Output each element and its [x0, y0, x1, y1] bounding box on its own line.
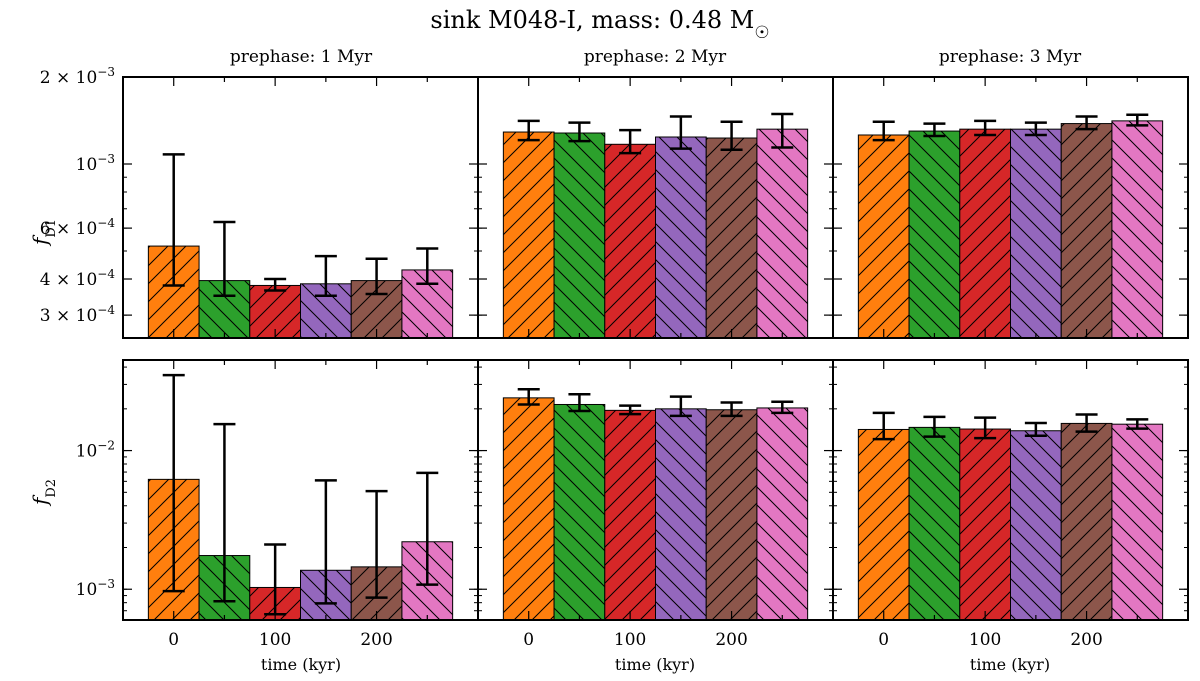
error-bar — [974, 416, 997, 440]
panel-r2-c3: 0 100 200 — [832, 359, 1189, 650]
bar-hatch — [858, 134, 910, 338]
error-bar — [669, 395, 692, 418]
bar-hatch — [1061, 123, 1112, 339]
bar-hatch — [604, 410, 656, 620]
x-tick-label: 200 — [360, 630, 392, 650]
bar-hatch — [655, 408, 707, 620]
error-bar — [314, 479, 337, 605]
y-tick-label: 10−2 — [76, 439, 115, 462]
bar-hatch — [756, 129, 808, 338]
bar-hatch — [959, 429, 1011, 620]
bar-hatch — [503, 397, 555, 620]
x-tick-label: 0 — [523, 630, 534, 650]
x-tick-label: 0 — [878, 630, 889, 650]
error-bar — [162, 373, 185, 593]
panel-r2-c1: 0 100 200 10−2 10−3 — [76, 359, 479, 650]
error-bar — [416, 471, 439, 586]
error-bar — [720, 120, 743, 152]
y-tick-label: 6 × 10−4 — [40, 216, 116, 239]
bar-hatch — [909, 131, 960, 338]
bar-hatch — [554, 404, 605, 620]
x-tick-label: 200 — [1070, 630, 1102, 650]
error-bar — [517, 119, 540, 142]
error-bar — [365, 257, 388, 296]
error-bar — [416, 247, 439, 286]
chart-title: sink M048-I, mass: 0.48 M☉ — [430, 6, 769, 43]
error-bar — [771, 400, 794, 415]
y-tick-label: 4 × 10−4 — [40, 267, 116, 290]
bar-hatch — [756, 407, 808, 620]
bar-hatch — [706, 409, 757, 620]
error-bar — [264, 277, 287, 292]
error-bar — [314, 254, 337, 298]
bar-hatch — [1010, 129, 1062, 338]
panel-r1-c3 — [832, 76, 1189, 339]
panels-layer: 2 × 10−3 10−3 6 × 10−4 4 × 10−4 3 × 10−4 0 100… — [40, 65, 1189, 650]
panel-r1-c1: 2 × 10−3 10−3 6 × 10−4 4 × 10−4 3 × 10−4 — [40, 65, 479, 339]
bar-hatch — [655, 137, 707, 338]
error-bar — [365, 489, 388, 599]
x-tick-label: 100 — [614, 630, 646, 650]
error-bar — [619, 128, 642, 155]
error-bar — [872, 120, 895, 142]
bar-hatch — [858, 429, 910, 620]
x-tick-label: 100 — [969, 630, 1001, 650]
bar-hatch — [909, 427, 960, 620]
x-tick-label: 0 — [168, 630, 179, 650]
error-bar — [771, 112, 794, 149]
error-bar — [1024, 421, 1047, 437]
error-bar — [974, 119, 997, 137]
panel-r1-c2 — [477, 76, 834, 339]
error-bar — [213, 422, 236, 603]
error-bar — [872, 411, 895, 441]
error-bar — [923, 122, 946, 138]
x-axis-label-1: time (kyr) — [261, 655, 341, 674]
panel-frame — [832, 359, 1189, 621]
bar-hatch — [959, 129, 1011, 338]
error-bar — [568, 392, 591, 413]
bar-hatch — [1111, 120, 1163, 339]
bar-hatch — [554, 133, 605, 338]
error-bar — [162, 153, 185, 287]
bar-hatch — [1061, 423, 1112, 620]
x-axis-label-3: time (kyr) — [970, 655, 1050, 674]
bar-hatch — [706, 138, 757, 338]
x-tick-label: 200 — [715, 630, 747, 650]
x-axis-label-2: time (kyr) — [615, 655, 695, 674]
error-bar — [1126, 113, 1149, 127]
bar-hatch — [503, 132, 555, 338]
y-axis-label-bottom: fD2 — [28, 479, 59, 507]
error-bar — [923, 415, 946, 438]
error-bar — [1126, 418, 1149, 430]
y-tick-label: 2 × 10−3 — [40, 65, 115, 88]
error-bar — [568, 121, 591, 143]
error-bar — [669, 115, 692, 150]
error-bar — [213, 220, 236, 298]
error-bar — [1075, 115, 1098, 131]
column-title-1: prephase: 1 Myr — [230, 47, 373, 67]
y-tick-label: 10−3 — [76, 577, 115, 600]
x-tick-label: 100 — [259, 630, 291, 650]
bar-hatch — [1010, 430, 1062, 620]
error-bar — [1075, 413, 1098, 433]
column-title-3: prephase: 3 Myr — [939, 47, 1082, 67]
error-bar — [720, 401, 743, 418]
y-tick-label: 10−3 — [76, 152, 115, 175]
y-tick-label: 3 × 10−4 — [40, 303, 116, 326]
error-bar — [619, 404, 642, 416]
panel-frame — [832, 76, 1189, 339]
bar-hatch — [604, 144, 656, 338]
error-bar — [517, 387, 540, 406]
bar-hatch — [1111, 424, 1163, 620]
sun-symbol-icon: ☉ — [754, 23, 769, 43]
column-title-2: prephase: 2 Myr — [584, 47, 727, 67]
error-bar — [1024, 121, 1047, 137]
panel-r2-c2: 0 100 200 — [477, 359, 834, 650]
